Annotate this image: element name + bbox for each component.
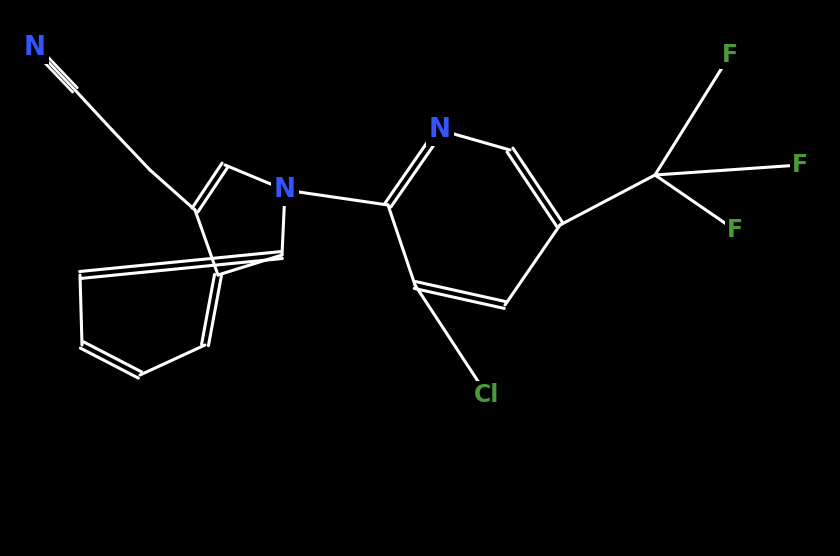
Text: N: N xyxy=(24,35,46,61)
Text: F: F xyxy=(792,153,808,177)
Text: N: N xyxy=(274,177,296,203)
Text: F: F xyxy=(722,43,738,67)
Text: Cl: Cl xyxy=(475,383,500,407)
Text: F: F xyxy=(727,218,743,242)
Text: N: N xyxy=(429,117,451,143)
